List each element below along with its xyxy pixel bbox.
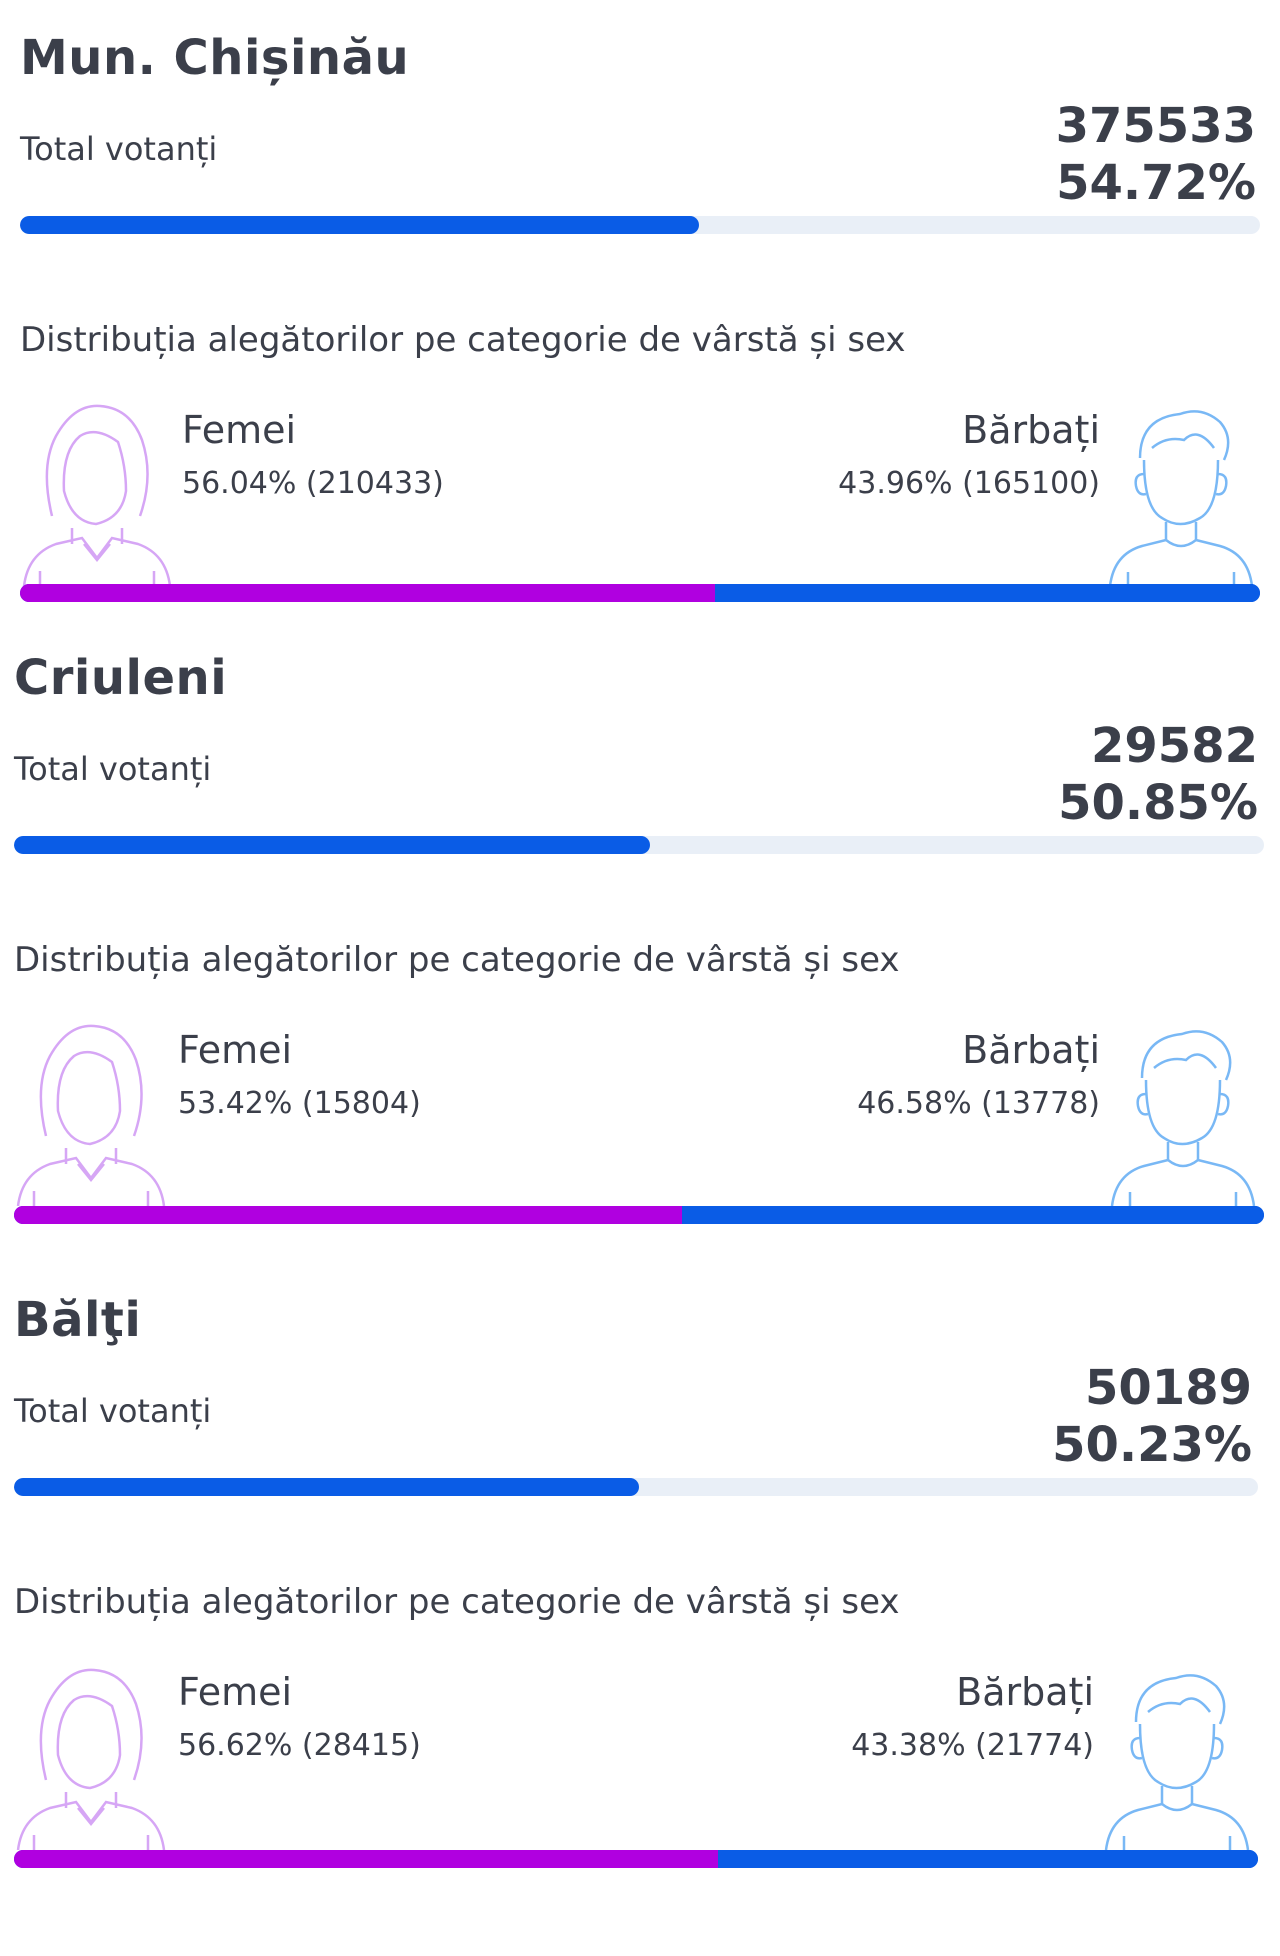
female-stat: 56.62% (28415) xyxy=(178,1728,421,1763)
region-card: Mun. Chișinău Total votanți 375533 54.72… xyxy=(0,0,1280,620)
turnout-percent: 50.23% xyxy=(1052,1417,1252,1473)
man-avatar-icon xyxy=(1102,1660,1252,1850)
turnout-progress-bar xyxy=(14,1478,1258,1496)
man-avatar-icon xyxy=(1108,1016,1258,1206)
female-label: Femei xyxy=(178,1670,293,1714)
region-title: Criuleni xyxy=(14,650,228,706)
region-card: Criuleni Total votanți 29582 50.85% Dist… xyxy=(0,620,1280,1240)
gender-split-bar xyxy=(14,1206,1264,1224)
male-share-bar xyxy=(681,1206,1264,1224)
man-avatar-icon xyxy=(1106,396,1256,586)
distribution-title: Distribuția alegătorilor pe categorie de… xyxy=(14,940,900,980)
total-voters-count: 375533 xyxy=(1055,98,1256,154)
male-share-bar xyxy=(718,1850,1258,1868)
male-label: Bărbați xyxy=(962,408,1100,452)
male-label: Bărbați xyxy=(956,1670,1094,1714)
female-share-bar xyxy=(14,1850,719,1868)
region-card: Bălţi Total votanți 50189 50.23% Distrib… xyxy=(0,1264,1280,1884)
male-share-bar xyxy=(714,584,1260,602)
male-label: Bărbați xyxy=(962,1028,1100,1072)
total-voters-label: Total votanți xyxy=(14,1392,212,1430)
female-stat: 56.04% (210433) xyxy=(182,466,444,501)
female-stat: 53.42% (15804) xyxy=(178,1086,421,1121)
male-stat: 46.58% (13778) xyxy=(857,1086,1100,1121)
turnout-progress-bar xyxy=(14,836,1264,854)
total-voters-count: 50189 xyxy=(1085,1360,1252,1416)
region-title: Mun. Chișinău xyxy=(20,30,410,86)
female-share-bar xyxy=(14,1206,682,1224)
distribution-title: Distribuția alegătorilor pe categorie de… xyxy=(14,1582,900,1622)
gender-split-bar xyxy=(20,584,1260,602)
woman-avatar-icon xyxy=(16,1660,166,1850)
distribution-title: Distribuția alegătorilor pe categorie de… xyxy=(20,320,906,360)
male-stat: 43.38% (21774) xyxy=(851,1728,1094,1763)
total-voters-count: 29582 xyxy=(1091,718,1258,774)
woman-avatar-icon xyxy=(22,396,172,586)
turnout-progress-fill xyxy=(14,836,650,854)
total-voters-label: Total votanți xyxy=(20,130,218,168)
region-title: Bălţi xyxy=(14,1292,142,1348)
female-label: Femei xyxy=(182,408,297,452)
gender-split-bar xyxy=(14,1850,1258,1868)
turnout-progress-bar xyxy=(20,216,1260,234)
total-voters-label: Total votanți xyxy=(14,750,212,788)
turnout-progress-fill xyxy=(20,216,699,234)
turnout-percent: 50.85% xyxy=(1058,775,1258,831)
turnout-percent: 54.72% xyxy=(1056,155,1256,211)
turnout-progress-fill xyxy=(14,1478,639,1496)
female-share-bar xyxy=(20,584,715,602)
male-stat: 43.96% (165100) xyxy=(838,466,1100,501)
woman-avatar-icon xyxy=(16,1016,166,1206)
female-label: Femei xyxy=(178,1028,293,1072)
